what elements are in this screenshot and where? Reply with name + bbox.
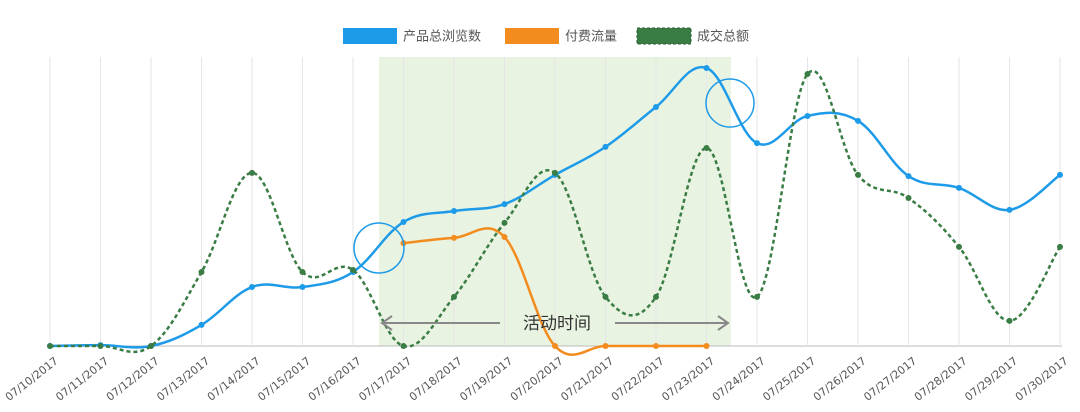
data-point (299, 269, 306, 276)
x-tick-label: 07/16/2017 (306, 354, 364, 403)
x-tick-label: 07/20/2017 (508, 354, 566, 403)
data-point (97, 343, 104, 349)
data-point (501, 234, 508, 241)
data-point (703, 145, 710, 152)
data-point (804, 112, 811, 119)
data-point (552, 343, 558, 349)
x-tick-label: 07/13/2017 (154, 354, 212, 403)
data-point (855, 171, 861, 178)
x-tick-label: 07/30/2017 (1013, 354, 1071, 403)
data-point (501, 201, 508, 208)
data-point (400, 219, 407, 226)
legend-label: 成交总额 (697, 29, 749, 45)
data-point (1006, 317, 1013, 324)
data-point (249, 284, 255, 291)
series-line (50, 69, 1062, 354)
data-point (804, 71, 811, 78)
x-tick-label: 07/22/2017 (609, 354, 667, 403)
x-tick-label: 07/19/2017 (457, 354, 515, 403)
grid (49, 57, 1061, 346)
data-point (198, 321, 205, 328)
data-point (47, 343, 53, 349)
legend: 产品总浏览数 付费流量 成交总额 (343, 27, 749, 45)
x-tick-label: 07/29/2017 (962, 354, 1020, 403)
annotation-arrow (380, 315, 730, 331)
legend-label: 产品总浏览数 (403, 29, 481, 45)
data-point (754, 293, 760, 300)
data-point (855, 117, 861, 124)
data-point (400, 343, 407, 349)
data-point (249, 169, 255, 176)
data-point (905, 195, 912, 202)
data-point (1057, 171, 1063, 178)
data-point (198, 269, 205, 276)
x-tick-label: 07/21/2017 (558, 354, 616, 403)
data-point (703, 64, 710, 71)
data-point (602, 293, 609, 300)
data-point (602, 343, 609, 349)
legend-swatch (505, 28, 559, 44)
x-tick-label: 07/11/2017 (53, 354, 111, 403)
lines (47, 64, 1063, 356)
data-point (350, 266, 356, 273)
x-tick-label: 07/18/2017 (407, 354, 465, 403)
highlight-circle (353, 222, 405, 274)
data-point (451, 208, 457, 215)
data-point (703, 343, 710, 349)
data-point (148, 343, 154, 349)
data-point (956, 184, 962, 191)
x-tick-label: 07/23/2017 (659, 354, 717, 403)
x-tick-label: 07/15/2017 (255, 354, 313, 403)
x-tick-label: 07/10/2017 (3, 354, 61, 403)
x-tick-label: 07/14/2017 (205, 354, 263, 403)
x-tick-label: 07/12/2017 (104, 354, 162, 403)
legend-label: 付费流量 (565, 30, 617, 45)
legend-swatch (636, 27, 692, 45)
data-point (956, 243, 962, 250)
data-point (1057, 243, 1063, 250)
data-point (451, 234, 457, 241)
series-line (49, 65, 1061, 349)
legend-swatch (343, 28, 397, 44)
annotation: 活动时间 (523, 314, 591, 334)
x-tick-label: 07/25/2017 (760, 354, 818, 403)
data-point (451, 293, 457, 300)
data-point (299, 284, 306, 291)
data-point (602, 143, 609, 150)
data-point (1006, 206, 1013, 213)
data-point (501, 219, 508, 226)
data-point (905, 173, 912, 180)
data-point (754, 140, 760, 147)
highlight-circle (705, 78, 755, 128)
data-point (653, 103, 659, 110)
x-tick-label: 07/24/2017 (710, 354, 768, 403)
x-tick-label: 07/26/2017 (811, 354, 869, 403)
x-tick-label: 07/17/2017 (356, 354, 414, 403)
x-tick-label: 07/27/2017 (861, 354, 919, 403)
data-point (552, 169, 558, 176)
data-point (653, 343, 659, 349)
data-point (653, 293, 659, 300)
x-tick-label: 07/28/2017 (912, 354, 970, 403)
